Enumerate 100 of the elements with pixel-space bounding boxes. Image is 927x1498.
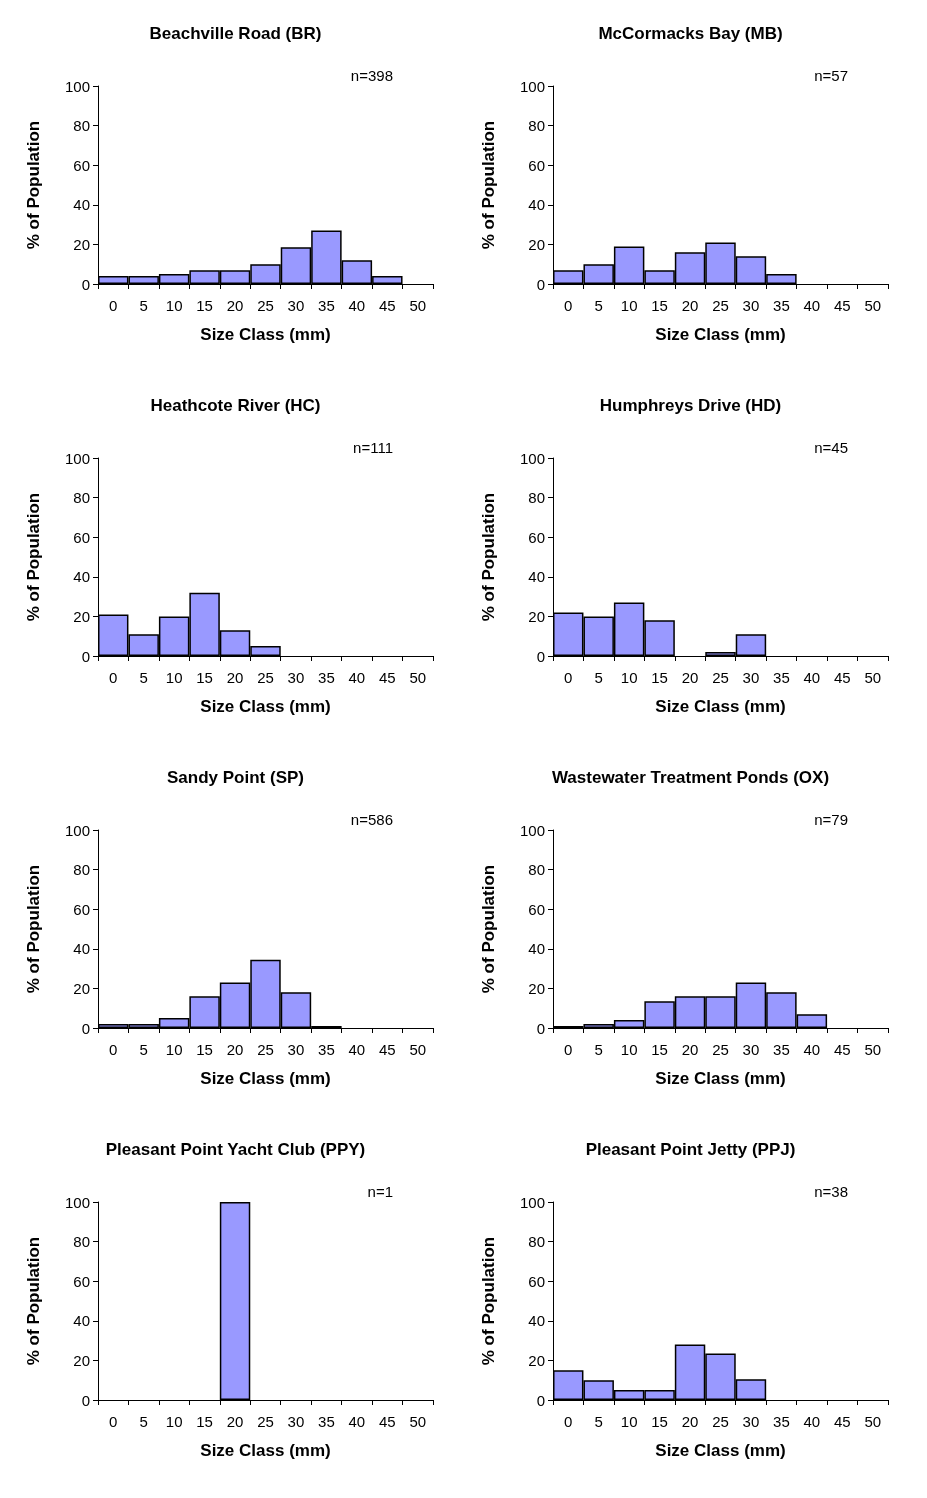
x-tick-label: 30 xyxy=(287,669,305,686)
y-tick-label: 40 xyxy=(73,196,90,214)
x-tick-label: 40 xyxy=(348,1413,366,1430)
y-tick-label: 80 xyxy=(528,861,545,879)
x-tick-label: 45 xyxy=(378,1413,396,1430)
x-tick-label: 0 xyxy=(109,1041,118,1058)
y-tick-label: 60 xyxy=(73,900,90,918)
y-axis-title: % of Population xyxy=(24,120,43,250)
x-tick-label: 5 xyxy=(139,297,148,314)
x-tick-label: 35 xyxy=(773,297,790,314)
x-tick-label: 5 xyxy=(594,669,603,686)
x-tick-label: 10 xyxy=(620,1413,638,1430)
x-tick-label: 40 xyxy=(348,297,366,314)
x-tick-label: 50 xyxy=(409,1413,427,1430)
y-tick-label: 80 xyxy=(73,117,90,135)
x-tick-label: 5 xyxy=(594,297,603,314)
y-axis-title: % of Population xyxy=(479,1236,498,1366)
y-tick-label: 40 xyxy=(528,196,545,214)
y-tick-label: 60 xyxy=(528,1272,545,1290)
y-tick-label: 100 xyxy=(64,821,90,839)
y-tick-label: 40 xyxy=(73,1312,90,1330)
x-axis-title: Size Class (mm) xyxy=(200,1069,331,1088)
y-tick-label: 20 xyxy=(73,607,90,625)
x-axis-title: Size Class (mm) xyxy=(655,697,786,716)
chart-title: Wastewater Treatment Ponds (OX) xyxy=(551,767,830,787)
y-tick-label: 0 xyxy=(81,647,90,665)
y-axis-title: % of Population xyxy=(479,492,498,622)
x-axis-title: Size Class (mm) xyxy=(200,325,331,344)
x-tick-label: 50 xyxy=(864,1413,882,1430)
x-tick-label: 5 xyxy=(594,1413,603,1430)
y-tick-label: 20 xyxy=(73,1351,90,1369)
y-tick-label: 40 xyxy=(528,568,545,586)
x-tick-label: 20 xyxy=(226,1041,244,1058)
x-tick-label: 35 xyxy=(318,669,335,686)
x-tick-label: 25 xyxy=(712,1413,729,1430)
x-tick-label: 10 xyxy=(620,1041,638,1058)
x-tick-label: 35 xyxy=(318,1041,335,1058)
x-tick-label: 10 xyxy=(620,669,638,686)
text: n=45 xyxy=(814,439,849,456)
y-tick-label: 0 xyxy=(81,1391,90,1409)
x-tick-label: 30 xyxy=(742,669,760,686)
x-tick-label: 30 xyxy=(287,1041,305,1058)
y-tick-label: 100 xyxy=(519,821,545,839)
x-tick-label: 35 xyxy=(318,297,335,314)
x-tick-label: 15 xyxy=(651,1041,668,1058)
x-tick-label: 20 xyxy=(681,1413,699,1430)
x-tick-label: 35 xyxy=(318,1413,335,1430)
x-tick-label: 0 xyxy=(564,1041,573,1058)
x-tick-label: 5 xyxy=(139,1041,148,1058)
x-tick-label: 45 xyxy=(833,297,851,314)
x-tick-label: 30 xyxy=(742,1041,760,1058)
x-tick-label: 40 xyxy=(803,1413,821,1430)
x-tick-label: 45 xyxy=(378,297,396,314)
x-axis-title: Size Class (mm) xyxy=(655,325,786,344)
text: n=398 xyxy=(350,67,394,84)
x-tick-label: 40 xyxy=(803,1041,821,1058)
x-tick-label: 20 xyxy=(226,297,244,314)
y-tick-label: 40 xyxy=(73,568,90,586)
y-tick-label: 0 xyxy=(81,1019,90,1037)
y-tick-label: 100 xyxy=(64,1193,90,1211)
x-tick-label: 50 xyxy=(864,297,882,314)
x-tick-label: 25 xyxy=(257,1041,274,1058)
y-tick-label: 0 xyxy=(536,1019,545,1037)
x-tick-label: 0 xyxy=(109,669,118,686)
x-tick-label: 5 xyxy=(139,1413,148,1430)
x-tick-label: 40 xyxy=(803,669,821,686)
x-tick-label: 20 xyxy=(226,1413,244,1430)
x-tick-label: 40 xyxy=(348,669,366,686)
x-tick-label: 45 xyxy=(833,1413,851,1430)
x-tick-label: 50 xyxy=(409,297,427,314)
y-tick-label: 80 xyxy=(73,1233,90,1251)
x-tick-label: 30 xyxy=(287,297,305,314)
y-tick-label: 20 xyxy=(73,979,90,997)
y-tick-label: 100 xyxy=(64,449,90,467)
x-tick-label: 5 xyxy=(594,1041,603,1058)
y-axis-title: % of Population xyxy=(479,120,498,250)
x-tick-label: 15 xyxy=(651,669,668,686)
y-axis-title: % of Population xyxy=(24,864,43,994)
x-tick-label: 50 xyxy=(864,1041,882,1058)
x-tick-label: 0 xyxy=(109,1413,118,1430)
x-axis-title: Size Class (mm) xyxy=(655,1069,786,1088)
x-tick-label: 30 xyxy=(287,1413,305,1430)
chart-title: Pleasant Point Yacht Club (PPY) xyxy=(105,1139,366,1159)
y-tick-label: 100 xyxy=(64,77,90,95)
x-tick-label: 40 xyxy=(348,1041,366,1058)
x-tick-label: 15 xyxy=(651,297,668,314)
x-tick-label: 5 xyxy=(139,669,148,686)
x-tick-label: 15 xyxy=(196,297,213,314)
x-tick-label: 40 xyxy=(803,297,821,314)
chart-title: Pleasant Point Jetty (PPJ) xyxy=(585,1139,796,1159)
y-tick-label: 60 xyxy=(528,156,545,174)
y-tick-label: 80 xyxy=(73,861,90,879)
y-tick-label: 20 xyxy=(528,1351,545,1369)
y-tick-label: 60 xyxy=(73,156,90,174)
x-tick-label: 15 xyxy=(196,669,213,686)
y-tick-label: 40 xyxy=(73,940,90,958)
y-tick-label: 60 xyxy=(73,1272,90,1290)
y-tick-label: 80 xyxy=(528,117,545,135)
x-tick-label: 10 xyxy=(165,1413,183,1430)
y-tick-label: 80 xyxy=(528,1233,545,1251)
